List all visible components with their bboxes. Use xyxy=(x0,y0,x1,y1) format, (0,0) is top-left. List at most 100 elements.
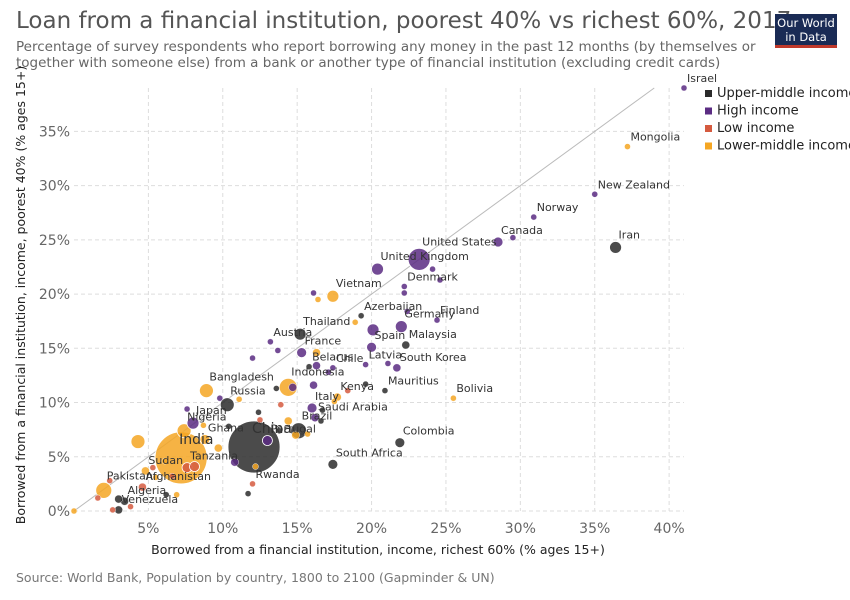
owid-logo[interactable]: Our World in Data xyxy=(775,14,837,48)
data-point xyxy=(199,434,211,445)
data-point xyxy=(366,323,380,337)
data-point xyxy=(509,234,517,241)
point-label: South Korea xyxy=(400,351,467,364)
point-label: Rwanda xyxy=(256,468,300,481)
data-point xyxy=(407,247,431,271)
data-point xyxy=(304,430,311,438)
data-point xyxy=(138,482,147,492)
data-point xyxy=(277,401,285,408)
data-point xyxy=(530,213,537,221)
point-label: Iran xyxy=(619,228,641,241)
point-label: India xyxy=(179,432,213,448)
data-point xyxy=(141,466,150,476)
data-point xyxy=(296,347,308,359)
data-point xyxy=(325,368,332,376)
x-axis-title: Borrowed from a financial institution, i… xyxy=(151,542,605,557)
data-point xyxy=(344,387,351,394)
x-tick-label: 40% xyxy=(654,521,685,537)
data-point xyxy=(319,406,326,414)
point-label: Sudan xyxy=(148,454,183,467)
point-label: Bolivia xyxy=(456,382,493,395)
data-point xyxy=(183,405,191,413)
point-label: Spain xyxy=(375,329,406,342)
data-point xyxy=(199,383,214,399)
point-label: Algeria xyxy=(128,484,167,497)
data-point xyxy=(235,396,243,403)
data-points xyxy=(70,84,688,515)
data-point xyxy=(291,430,300,440)
data-point xyxy=(94,494,102,502)
point-label: Japan xyxy=(195,404,227,417)
data-point xyxy=(274,347,282,354)
x-tick-label: 10% xyxy=(207,521,238,537)
data-point xyxy=(433,316,441,324)
data-point xyxy=(262,435,273,446)
point-label: Venezuela xyxy=(122,493,179,506)
data-point xyxy=(249,354,256,362)
point-label: South Africa xyxy=(336,446,403,459)
data-point xyxy=(288,383,297,392)
data-point xyxy=(624,143,631,150)
y-tick-label: 15% xyxy=(39,341,70,357)
y-tick-label: 0% xyxy=(48,504,70,520)
legend-label: High income xyxy=(717,104,799,119)
point-label: Saudi Arabia xyxy=(318,401,388,414)
data-point xyxy=(362,361,369,368)
data-point xyxy=(127,503,134,510)
data-point xyxy=(401,289,408,297)
data-point xyxy=(219,397,235,413)
data-point xyxy=(109,506,116,514)
y-axis-title: Borrowed from a financial institution, i… xyxy=(13,66,28,524)
y-tick-label: 5% xyxy=(48,450,70,466)
data-point xyxy=(216,395,224,402)
point-label: Canada xyxy=(501,224,543,237)
point-label: Thailand xyxy=(302,315,350,328)
x-tick-label: 35% xyxy=(579,521,610,537)
data-point xyxy=(381,387,389,394)
data-point xyxy=(225,423,232,430)
data-point xyxy=(327,458,339,470)
legend-swatch xyxy=(705,142,712,150)
legend-label: Low income xyxy=(717,121,794,136)
data-point xyxy=(351,319,359,326)
data-point xyxy=(163,491,170,498)
point-label: New Zealand xyxy=(598,178,670,191)
point-label: Mongolia xyxy=(630,131,680,144)
data-point xyxy=(392,363,402,373)
point-label: Vietnam xyxy=(336,277,382,290)
point-label: Malaysia xyxy=(409,328,457,341)
y-tick-label: 25% xyxy=(39,233,70,249)
point-label: Colombia xyxy=(403,425,455,438)
logo-line-1: Our World xyxy=(777,16,835,30)
data-point xyxy=(492,236,504,248)
data-point xyxy=(152,474,160,481)
data-point xyxy=(384,360,392,367)
point-label: Germany xyxy=(404,308,455,321)
point-label: Mauritius xyxy=(388,375,439,388)
x-axis-ticks: 5% 10% 15% 20% 25% 30% 35% 40% xyxy=(137,521,684,537)
data-point xyxy=(252,463,259,470)
data-point xyxy=(312,348,321,357)
point-labels: Israel Mongolia New Zealand Norway Canada Ira… xyxy=(107,72,717,506)
data-point xyxy=(293,327,307,341)
data-point xyxy=(404,308,411,315)
point-label: Ghana xyxy=(208,421,244,434)
data-point xyxy=(255,409,262,416)
data-point xyxy=(309,380,318,390)
x-tick-label: 15% xyxy=(282,521,313,537)
point-label: Tanzania xyxy=(189,450,238,463)
data-point xyxy=(609,241,622,254)
point-label: Azerbaijan xyxy=(364,300,422,313)
data-point xyxy=(267,338,274,345)
x-tick-label: 20% xyxy=(356,521,387,537)
point-label: Portugal xyxy=(270,423,316,436)
chart-title: Loan from a financial institution, poore… xyxy=(16,8,792,34)
data-point xyxy=(230,457,239,467)
logo-line-2: in Data xyxy=(785,30,827,44)
y-tick-label: 20% xyxy=(39,287,70,303)
point-label: Finland xyxy=(440,304,479,317)
data-point xyxy=(366,341,377,353)
point-label: Denmark xyxy=(407,270,458,283)
data-point xyxy=(149,464,157,471)
